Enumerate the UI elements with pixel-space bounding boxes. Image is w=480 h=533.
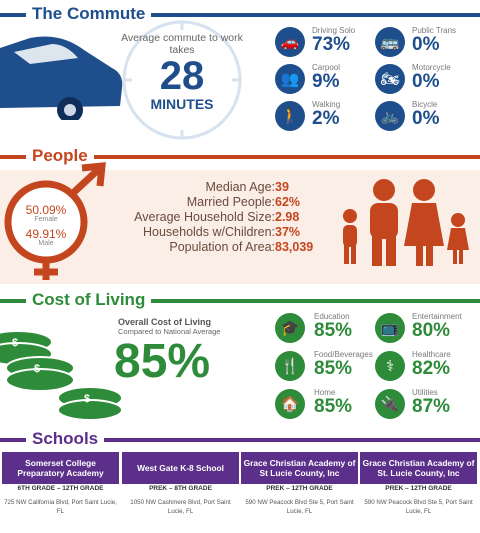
stat-label: Home <box>314 388 336 397</box>
stat-value: 87% <box>412 396 451 417</box>
stat-label: Walking <box>312 100 341 109</box>
row-label: Population of Area: <box>169 240 275 254</box>
group-icon: 👥 <box>275 64 305 94</box>
stat-value: 0% <box>412 34 440 55</box>
people-stats: Median Age: 39 Married People: 62% Avera… <box>110 180 330 260</box>
stat-label: Entertainment <box>412 312 462 321</box>
gender-symbol-icon <box>4 162 106 280</box>
car-icon: 🚗 <box>275 27 305 57</box>
school-address: 590 NW Peacock Blvd Ste 5, Port Saint Lu… <box>245 499 354 515</box>
cost-divider <box>0 299 480 303</box>
stat-value: 9% <box>312 71 340 92</box>
cost-header: Cost of Living <box>0 288 480 312</box>
svg-text:$: $ <box>34 363 40 375</box>
commute-intro: Average commute to work takes <box>121 32 243 56</box>
graduation-cap-icon: 🎓 <box>275 313 305 343</box>
row-label: Married People: <box>186 195 275 209</box>
bicycle-icon: 🚲 <box>375 101 405 131</box>
stat-value: 0% <box>412 71 440 92</box>
svg-text:$: $ <box>12 337 18 349</box>
school-address: 590 NW Peacock Blvd Ste 5, Port Saint Lu… <box>364 499 473 515</box>
stat-label: Public Trans <box>412 26 457 35</box>
tv-icon: 📺 <box>375 313 405 343</box>
school-name-banner: Grace Christian Academy of St. Lucie Cou… <box>360 452 477 484</box>
plug-icon: 🔌 <box>375 389 405 419</box>
stat-value: 85% <box>314 358 353 379</box>
motorcycle-icon: 🏍 <box>375 64 405 94</box>
row-value: 37% <box>275 225 301 239</box>
stat-label: Carpool <box>312 63 341 72</box>
female-label: Female <box>34 216 58 223</box>
bus-icon: 🚌 <box>375 27 405 57</box>
schools-divider <box>0 438 480 442</box>
doctor-icon: ⚕ <box>375 351 405 381</box>
commute-title: The Commute <box>26 4 152 24</box>
school-address: 725 NW California Blvd, Port Saint Lucie… <box>4 499 117 515</box>
school-name-banner: Grace Christian Academy of St Lucie Coun… <box>241 452 358 484</box>
family-icon <box>343 179 469 266</box>
stat-value: 73% <box>312 34 351 55</box>
row-value: 39 <box>275 180 289 194</box>
commute-divider <box>0 13 480 17</box>
school-grades: PREK – 12TH GRADE <box>385 485 452 492</box>
school-grades: 6TH GRADE – 12TH GRADE <box>17 485 104 492</box>
overall-cost-value: 85% <box>114 335 211 388</box>
female-percent: 50.09% <box>25 203 67 217</box>
schools-title: Schools <box>26 429 105 449</box>
stat-value: 82% <box>412 358 451 379</box>
school-name-banner: Somerset College Preparatory Academy <box>2 452 119 484</box>
people-divider <box>0 155 480 159</box>
stat-value: 2% <box>312 108 340 129</box>
row-value: 62% <box>275 195 301 209</box>
stat-label: Bicycle <box>412 100 438 109</box>
stat-value: 0% <box>412 108 440 129</box>
commute-header: The Commute <box>0 2 480 26</box>
stat-value: 85% <box>314 320 353 341</box>
school-name: Somerset College Preparatory Academy <box>17 458 104 478</box>
stat-value: 80% <box>412 320 451 341</box>
male-label: Male <box>38 240 54 247</box>
school-address: 1050 NW Cashmere Blvd, Port Saint Lucie,… <box>130 499 231 515</box>
school-grades: PREK – 12TH GRADE <box>266 485 333 492</box>
commute-unit: MINUTES <box>150 96 214 112</box>
row-value: 83,039 <box>275 240 314 254</box>
people-title: People <box>26 146 94 166</box>
coins-icon: $ $ $ <box>0 330 123 421</box>
stat-label: Healthcare <box>412 350 451 359</box>
row-label: Households w/Children: <box>142 225 275 239</box>
school-name-banner: West Gate K-8 School <box>122 452 239 484</box>
overall-cost-label: Overall Cost of Living <box>118 317 212 327</box>
school-name: West Gate K-8 School <box>137 463 224 473</box>
school-grades: PREK – 8TH GRADE <box>149 485 212 492</box>
row-label: Average Household Size: <box>134 210 275 224</box>
school-name: Grace Christian Academy of St. Lucie Cou… <box>362 458 475 478</box>
row-label: Median Age: <box>205 180 276 194</box>
schools-header: Schools <box>0 427 480 451</box>
cost-title: Cost of Living <box>26 290 152 310</box>
people-header: People <box>0 144 480 168</box>
walking-icon: 🚶 <box>275 101 305 131</box>
svg-text:$: $ <box>84 393 90 405</box>
overall-cost-sub: Compared to National Average <box>118 327 221 336</box>
stat-value: 85% <box>314 396 353 417</box>
clock-face <box>122 20 242 140</box>
commute-minutes: 28 <box>159 54 205 98</box>
row-value: 2.98 <box>275 210 300 224</box>
stat-label: Driving Solo <box>312 26 356 35</box>
stat-label: Utilities <box>412 388 438 397</box>
car-illustration <box>0 36 123 120</box>
home-icon: 🏠 <box>275 389 305 419</box>
stat-label: Motorcycle <box>412 63 451 72</box>
male-percent: 49.91% <box>25 227 67 241</box>
utensils-icon: 🍴 <box>275 351 305 381</box>
stat-label: Education <box>314 312 350 321</box>
school-name: Grace Christian Academy of St Lucie Coun… <box>243 458 356 478</box>
stat-label: Food/Beverages <box>314 350 373 359</box>
